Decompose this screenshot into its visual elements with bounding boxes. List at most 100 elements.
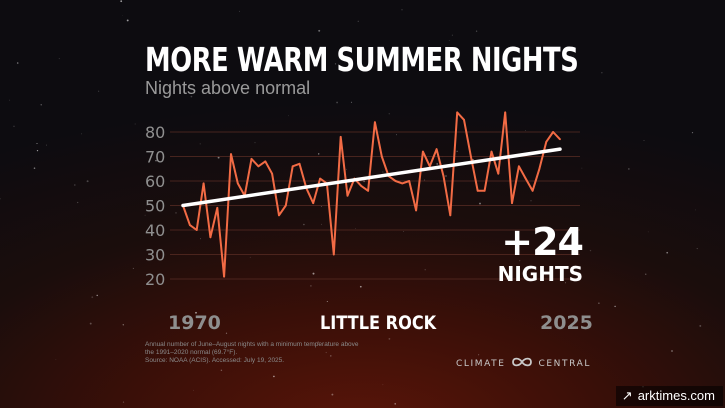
data-point (511, 202, 513, 205)
star (225, 332, 228, 334)
star (77, 201, 79, 204)
star (388, 113, 390, 115)
star (220, 369, 223, 372)
star (572, 55, 574, 57)
climate-central-logo: CLIMATE CENTRAL (456, 357, 591, 369)
data-point (284, 204, 287, 207)
star (132, 267, 134, 269)
data-point (250, 158, 253, 160)
data-point (271, 172, 273, 175)
star (16, 62, 19, 64)
data-point (380, 155, 383, 158)
data-point (236, 182, 239, 185)
star (320, 206, 322, 207)
data-point (456, 111, 459, 114)
y-tick-label: 50 (145, 197, 165, 216)
data-point (504, 111, 507, 114)
star (330, 355, 332, 357)
star (326, 300, 328, 303)
y-axis-ticks: 20 30 40 50 60 70 80 (145, 123, 165, 289)
data-point (428, 165, 431, 168)
star (691, 131, 694, 134)
star (175, 212, 177, 214)
star (122, 324, 125, 326)
star (478, 354, 480, 356)
y-tick-label: 20 (145, 270, 165, 289)
data-point (223, 275, 226, 278)
data-point (312, 202, 315, 205)
star (431, 57, 433, 60)
star (628, 168, 630, 170)
star (73, 184, 76, 186)
data-point (538, 167, 541, 170)
star (355, 228, 356, 230)
star (318, 153, 320, 155)
star (475, 30, 478, 32)
data-point (524, 177, 527, 180)
data-point (298, 162, 301, 165)
star (312, 272, 315, 275)
star (288, 115, 289, 117)
star (122, 401, 125, 403)
star (388, 338, 391, 340)
y-tick-label: 30 (145, 246, 165, 265)
chart-subtitle: Nights above normal (145, 78, 311, 98)
star (436, 163, 439, 165)
star (249, 256, 251, 258)
star (699, 324, 702, 327)
star (695, 209, 696, 211)
y-tick-label: 80 (145, 123, 165, 142)
star (155, 159, 157, 162)
star (310, 285, 312, 287)
data-point (545, 140, 548, 143)
star (424, 179, 426, 181)
data-point (531, 189, 534, 192)
arrow-up-right-icon: ↗ (621, 388, 633, 403)
star (445, 175, 447, 177)
data-point (408, 180, 411, 182)
data-point (497, 172, 500, 175)
star (144, 214, 146, 216)
star (134, 123, 136, 125)
star (58, 58, 60, 60)
data-point (483, 189, 486, 192)
series-line-nights-above-normal (182, 111, 561, 278)
star (9, 99, 11, 101)
star (479, 202, 481, 205)
data-point (435, 148, 438, 151)
star (200, 238, 201, 240)
data-point (490, 150, 493, 153)
star (424, 269, 426, 271)
source-credit[interactable]: ↗ arktimes.com (615, 386, 723, 406)
star (530, 200, 532, 202)
star (121, 14, 123, 16)
star (401, 9, 403, 11)
star (97, 90, 100, 92)
y-tick-label: 60 (145, 172, 165, 191)
data-point (374, 121, 376, 124)
star (382, 171, 384, 173)
change-value: +24 (501, 220, 584, 264)
star (359, 285, 362, 288)
brand-left-text: CLIMATE (456, 359, 506, 369)
star (33, 167, 36, 169)
data-point (415, 209, 417, 212)
data-point (264, 160, 267, 163)
star (476, 62, 479, 64)
star (598, 302, 600, 304)
data-point (195, 229, 198, 231)
star (647, 231, 649, 233)
star (36, 149, 39, 152)
data-point (552, 131, 554, 133)
star (195, 311, 197, 314)
x-axis-start-label: 1970 (168, 312, 221, 334)
change-unit: NIGHTS (497, 262, 583, 286)
star (357, 20, 359, 22)
star (317, 341, 319, 343)
data-point (257, 165, 260, 168)
trend-layer (181, 147, 562, 208)
data-point (463, 118, 465, 121)
footnote-line: the 1991–2020 normal (69.7°F). (145, 349, 238, 356)
star (336, 101, 338, 104)
data-point (332, 253, 335, 256)
